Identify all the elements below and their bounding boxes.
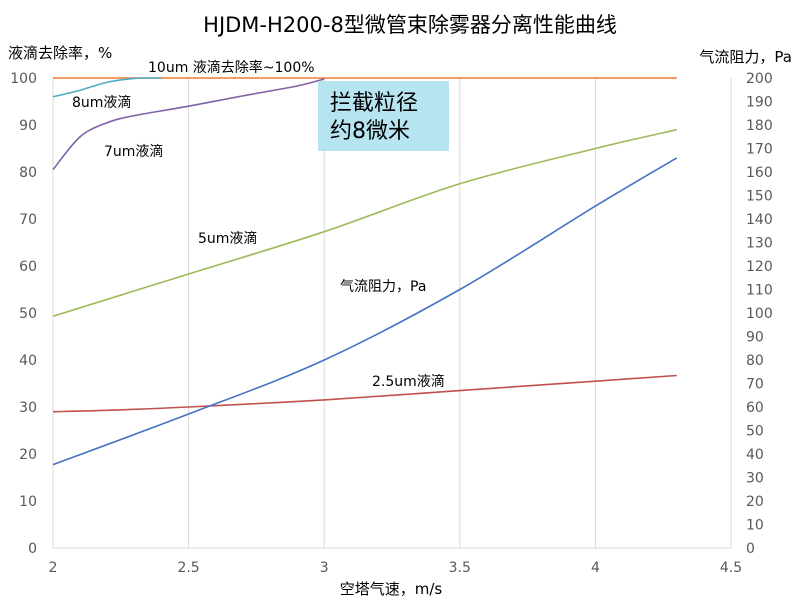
left-tick-label: 70 [19, 212, 37, 228]
right-tick-label: 0 [746, 541, 755, 557]
x-tick-label: 4.5 [720, 560, 742, 576]
series-label-pressure: 气流阻力，Pa [340, 279, 426, 295]
left-tick-label: 50 [19, 306, 37, 322]
right-tick-label: 150 [746, 189, 773, 205]
right-tick-label: 80 [746, 353, 764, 369]
callout-line-1: 拦截粒径 [330, 91, 418, 116]
right-tick-label: 60 [746, 400, 764, 416]
right-tick-label: 140 [746, 212, 773, 228]
right-tick-label: 30 [746, 471, 764, 487]
series-lines [52, 77, 678, 466]
left-tick-label: 60 [19, 259, 37, 275]
left-tick-label: 80 [19, 165, 37, 181]
left-tick-label: 40 [19, 353, 37, 369]
right-tick-label: 180 [746, 118, 773, 134]
series-label-2-5um: 2.5um液滴 [372, 373, 445, 390]
callout-line-2: 约8微米 [330, 119, 410, 144]
right-tick-label: 120 [746, 259, 773, 275]
series-label-5um: 5um液滴 [198, 230, 257, 247]
x-tick-label: 2.5 [177, 560, 199, 576]
left-tick-label: 10 [19, 494, 37, 510]
left-tick-label: 90 [19, 118, 37, 134]
right-tick-label: 170 [746, 142, 773, 158]
callout-box: 拦截粒径 约8微米 [318, 81, 449, 151]
series-labels: 10um 液滴去除率~100% 8um液滴 7um液滴 5um液滴 气流阻力，P… [72, 59, 445, 390]
right-tick-label: 70 [746, 377, 764, 393]
series-line-4 [52, 374, 677, 413]
right-tick-label: 10 [746, 518, 764, 534]
x-axis-title: 空塔气速，m/s [340, 580, 443, 598]
left-axis-title: 液滴去除率，% [8, 44, 112, 62]
right-tick-label: 100 [746, 306, 773, 322]
grid [52, 78, 732, 549]
callout-background [318, 81, 449, 151]
left-tick-label: 0 [28, 541, 37, 557]
series-line-2 [52, 78, 325, 171]
right-tick-label: 200 [746, 71, 773, 87]
right-tick-label: 110 [746, 283, 773, 299]
left-tick-label: 20 [19, 447, 37, 463]
x-tick-label: 2 [49, 560, 58, 576]
right-tick-label: 20 [746, 494, 764, 510]
series-line-1 [52, 77, 162, 98]
right-axis-title: 气流阻力，Pa [699, 48, 792, 66]
series-label-7um: 7um液滴 [104, 143, 163, 160]
x-tick-label: 4 [591, 560, 600, 576]
left-tick-label: 100 [10, 71, 37, 87]
x-tick-label: 3.5 [449, 560, 471, 576]
right-tick-label: 130 [746, 236, 773, 252]
right-tick-label: 50 [746, 424, 764, 440]
right-tick-label: 40 [746, 447, 764, 463]
series-line-5 [52, 157, 678, 466]
series-line-3 [52, 128, 677, 318]
chart-title: HJDM-H200-8型微管束除雾器分离性能曲线 [203, 13, 617, 37]
right-tick-label: 90 [746, 330, 764, 346]
right-tick-label: 190 [746, 95, 773, 111]
series-label-8um: 8um液滴 [72, 94, 131, 111]
tick-labels: 2 2.5 3 3.5 4 4.50102030405060708090100010203… [10, 71, 772, 576]
left-tick-label: 30 [19, 400, 37, 416]
series-label-10um: 10um 液滴去除率~100% [148, 59, 315, 76]
x-tick-label: 3 [320, 560, 329, 576]
right-tick-label: 160 [746, 165, 773, 181]
